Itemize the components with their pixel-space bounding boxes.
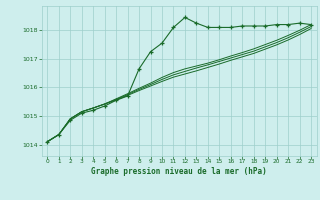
X-axis label: Graphe pression niveau de la mer (hPa): Graphe pression niveau de la mer (hPa)	[91, 167, 267, 176]
